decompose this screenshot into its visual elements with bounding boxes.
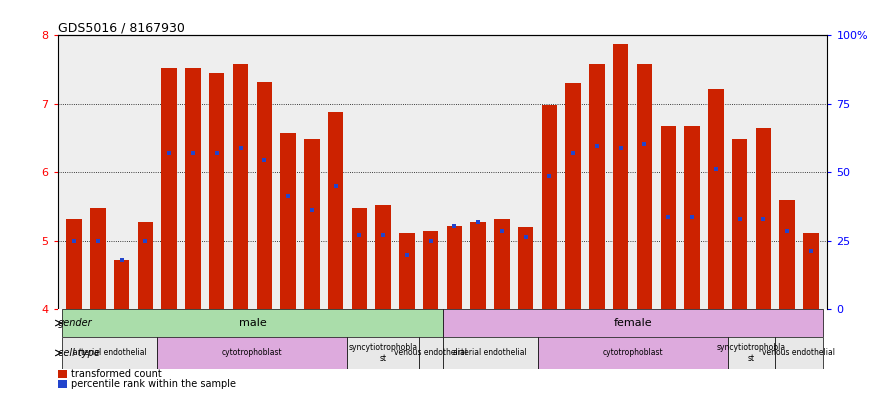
Bar bbox=[185, 68, 201, 309]
Bar bbox=[660, 126, 676, 309]
Text: syncytiotrophobla
st: syncytiotrophobla st bbox=[349, 343, 418, 363]
Bar bbox=[708, 89, 724, 309]
Bar bbox=[138, 222, 153, 309]
Bar bbox=[537, 337, 727, 369]
Text: GDS5016 / 8167930: GDS5016 / 8167930 bbox=[58, 21, 184, 34]
Bar bbox=[62, 309, 442, 337]
Bar bbox=[233, 64, 248, 309]
Bar bbox=[62, 337, 158, 369]
Bar bbox=[66, 219, 82, 309]
Bar bbox=[727, 337, 775, 369]
Bar bbox=[442, 337, 537, 369]
Bar bbox=[613, 44, 628, 309]
Bar bbox=[494, 219, 510, 309]
Bar bbox=[423, 231, 438, 309]
Bar bbox=[257, 82, 272, 309]
Bar bbox=[471, 222, 486, 309]
Bar bbox=[90, 208, 105, 309]
Bar bbox=[637, 64, 652, 309]
Text: male: male bbox=[239, 318, 266, 328]
Text: gender: gender bbox=[58, 318, 92, 328]
Text: cell type: cell type bbox=[58, 348, 100, 358]
Bar bbox=[327, 112, 343, 309]
Text: venous endothelial: venous endothelial bbox=[394, 349, 467, 358]
Bar bbox=[803, 233, 819, 309]
Bar bbox=[756, 128, 771, 309]
Bar bbox=[566, 83, 581, 309]
Bar bbox=[161, 68, 177, 309]
Text: transformed count: transformed count bbox=[72, 369, 162, 379]
Bar bbox=[447, 226, 462, 309]
Bar bbox=[518, 227, 534, 309]
Text: syncytiotrophobla
st: syncytiotrophobla st bbox=[717, 343, 786, 363]
Text: percentile rank within the sample: percentile rank within the sample bbox=[72, 379, 236, 389]
Bar bbox=[58, 380, 66, 388]
Bar bbox=[348, 337, 419, 369]
Text: venous endothelial: venous endothelial bbox=[763, 349, 835, 358]
Bar bbox=[58, 370, 66, 378]
Bar bbox=[304, 140, 319, 309]
Bar bbox=[375, 205, 391, 309]
Bar bbox=[209, 73, 225, 309]
Text: arterial endothelial: arterial endothelial bbox=[453, 349, 527, 358]
Text: cytotrophoblast: cytotrophoblast bbox=[603, 349, 663, 358]
Bar bbox=[775, 337, 823, 369]
Bar bbox=[419, 337, 442, 369]
Bar bbox=[589, 64, 604, 309]
Bar bbox=[158, 337, 348, 369]
Text: female: female bbox=[613, 318, 652, 328]
Bar bbox=[351, 208, 367, 309]
Bar bbox=[684, 126, 700, 309]
Text: cytotrophoblast: cytotrophoblast bbox=[222, 349, 282, 358]
Bar bbox=[542, 105, 558, 309]
Bar bbox=[114, 260, 129, 309]
Bar bbox=[399, 233, 414, 309]
Bar bbox=[732, 140, 747, 309]
Bar bbox=[281, 132, 296, 309]
Text: arterial endothelial: arterial endothelial bbox=[73, 349, 147, 358]
Bar bbox=[442, 309, 823, 337]
Bar bbox=[780, 200, 795, 309]
